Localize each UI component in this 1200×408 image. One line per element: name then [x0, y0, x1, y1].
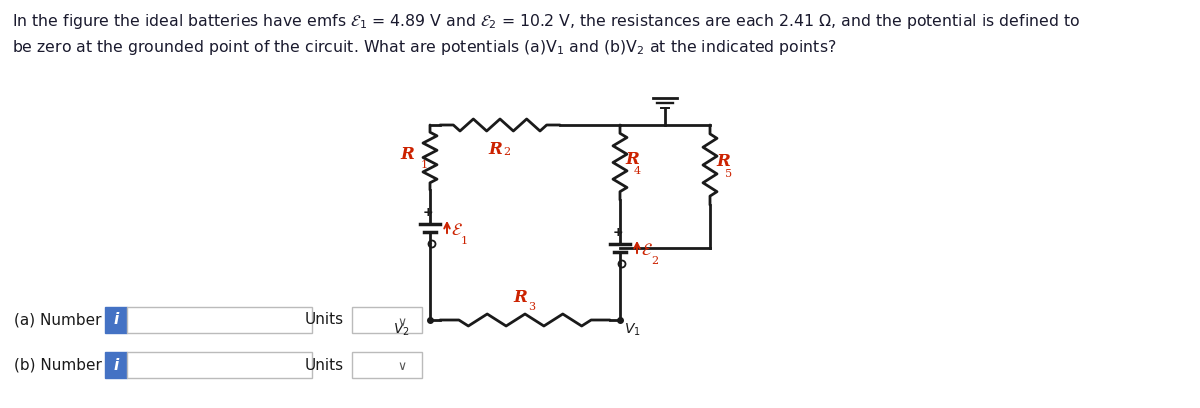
Text: 1: 1: [421, 160, 428, 171]
Text: $\mathcal{E}$: $\mathcal{E}$: [451, 221, 463, 239]
FancyBboxPatch shape: [352, 307, 422, 333]
Text: R: R: [488, 141, 502, 158]
Text: 2: 2: [503, 147, 510, 157]
Text: Units: Units: [305, 313, 344, 328]
Text: (a) Number: (a) Number: [14, 313, 102, 328]
Text: R: R: [400, 146, 414, 163]
Text: $V_1$: $V_1$: [624, 322, 641, 338]
FancyBboxPatch shape: [352, 352, 422, 378]
Text: (b) Number: (b) Number: [14, 357, 102, 373]
Text: i: i: [113, 313, 119, 328]
Text: +: +: [422, 206, 433, 219]
FancyBboxPatch shape: [127, 307, 312, 333]
Text: be zero at the grounded point of the circuit. What are potentials (a)V$_1$ and (: be zero at the grounded point of the cir…: [12, 38, 836, 57]
Text: 4: 4: [634, 166, 641, 177]
Text: Units: Units: [305, 357, 344, 373]
Text: $\mathcal{E}$: $\mathcal{E}$: [641, 241, 653, 259]
Text: 3: 3: [528, 302, 535, 312]
FancyBboxPatch shape: [106, 307, 127, 333]
FancyBboxPatch shape: [127, 352, 312, 378]
Text: $V_2$: $V_2$: [394, 322, 410, 338]
Text: 2: 2: [650, 256, 658, 266]
Text: +: +: [613, 226, 623, 239]
Text: 5: 5: [725, 169, 732, 179]
Text: i: i: [113, 357, 119, 373]
Text: R: R: [716, 153, 730, 171]
Text: R: R: [514, 289, 527, 306]
Text: R: R: [625, 151, 638, 168]
Text: In the figure the ideal batteries have emfs $\mathcal{E}_1$ = 4.89 V and $\mathc: In the figure the ideal batteries have e…: [12, 12, 1080, 31]
FancyBboxPatch shape: [106, 352, 127, 378]
Text: ∨: ∨: [397, 315, 407, 328]
Text: ∨: ∨: [397, 361, 407, 373]
Text: 1: 1: [461, 236, 468, 246]
